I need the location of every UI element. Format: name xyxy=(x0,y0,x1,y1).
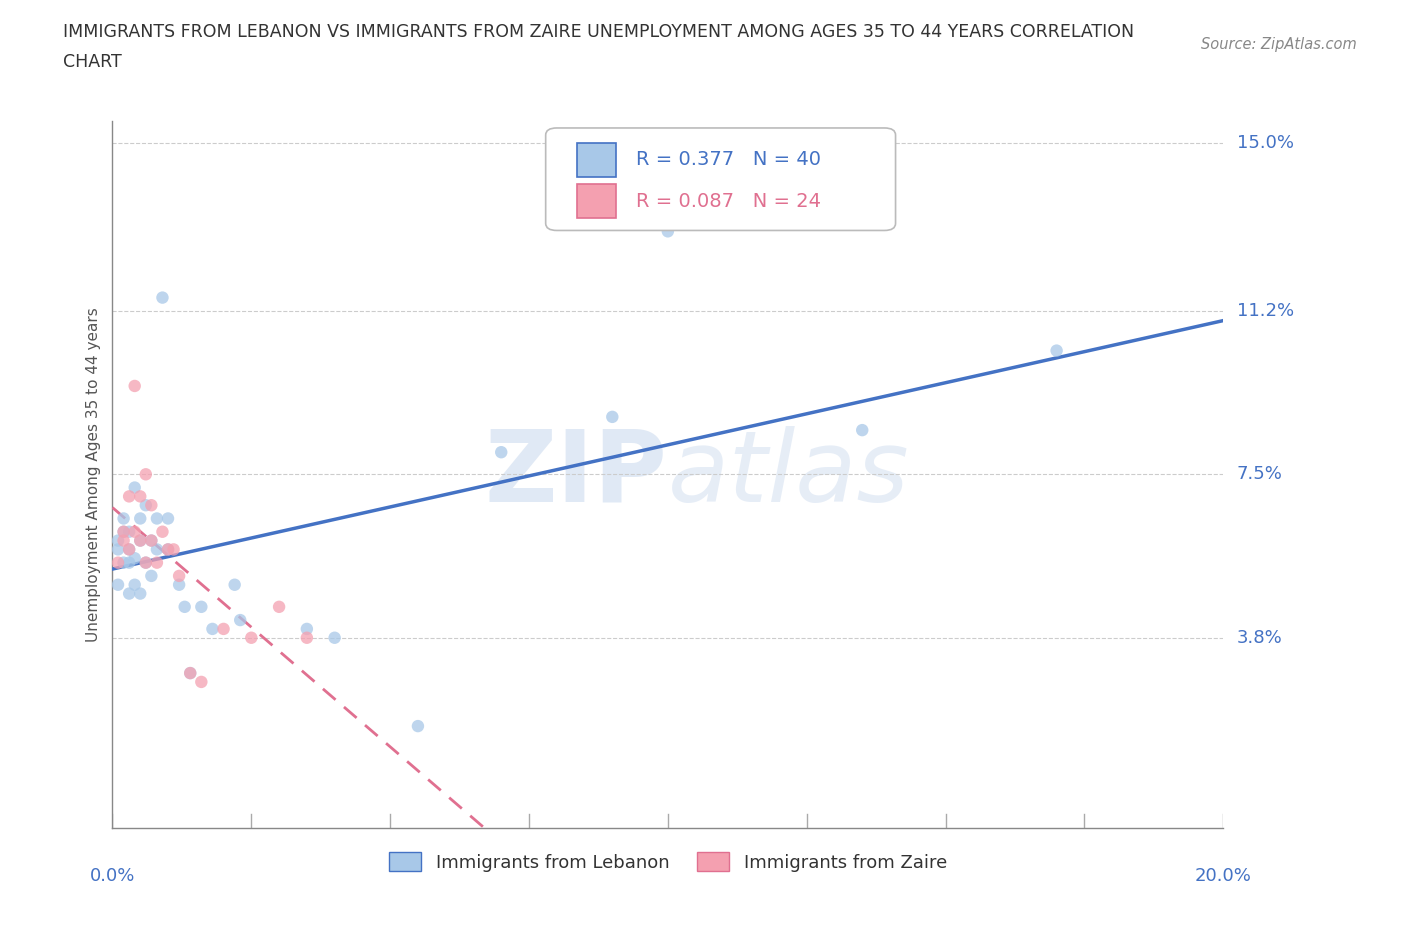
Y-axis label: Unemployment Among Ages 35 to 44 years: Unemployment Among Ages 35 to 44 years xyxy=(86,307,101,642)
Point xyxy=(190,600,212,615)
Point xyxy=(491,445,513,459)
Point xyxy=(129,512,152,526)
Point xyxy=(135,498,157,512)
Text: Source: ZipAtlas.com: Source: ZipAtlas.com xyxy=(1201,37,1357,52)
Point xyxy=(141,568,163,583)
Point xyxy=(157,512,180,526)
Text: 20.0%: 20.0% xyxy=(1195,868,1251,885)
Point xyxy=(107,542,129,557)
Point xyxy=(173,600,195,615)
Point xyxy=(179,666,201,681)
Point xyxy=(118,586,141,601)
Point xyxy=(107,555,129,570)
Point xyxy=(135,555,157,570)
Text: ZIP: ZIP xyxy=(485,426,668,523)
Point xyxy=(135,555,157,570)
Point xyxy=(124,551,146,565)
Point xyxy=(112,533,135,548)
Point xyxy=(295,631,318,645)
Point xyxy=(118,542,141,557)
Point xyxy=(129,533,152,548)
Point xyxy=(167,568,190,583)
Point xyxy=(157,542,180,557)
Text: atlas: atlas xyxy=(668,426,910,523)
Text: R = 0.087   N = 24: R = 0.087 N = 24 xyxy=(636,192,821,211)
Legend: Immigrants from Lebanon, Immigrants from Zaire: Immigrants from Lebanon, Immigrants from… xyxy=(381,845,955,879)
Point xyxy=(124,379,146,393)
Point xyxy=(141,533,163,548)
Point xyxy=(107,533,129,548)
Text: 15.0%: 15.0% xyxy=(1236,134,1294,152)
Point xyxy=(107,578,129,592)
Point xyxy=(602,409,624,424)
Point xyxy=(141,533,163,548)
Point xyxy=(157,542,180,557)
FancyBboxPatch shape xyxy=(546,128,896,231)
Bar xyxy=(576,184,616,219)
Point xyxy=(118,555,141,570)
Bar xyxy=(576,143,616,177)
Point xyxy=(167,578,190,592)
Point xyxy=(118,542,141,557)
Point xyxy=(146,512,169,526)
Point xyxy=(112,512,135,526)
Text: 11.2%: 11.2% xyxy=(1236,302,1294,320)
Point xyxy=(152,290,174,305)
Point xyxy=(129,533,152,548)
Point xyxy=(212,621,235,636)
Point xyxy=(323,631,346,645)
Point xyxy=(146,555,169,570)
Point xyxy=(229,613,252,628)
Text: R = 0.377   N = 40: R = 0.377 N = 40 xyxy=(636,151,821,169)
Point xyxy=(295,621,318,636)
Point xyxy=(118,489,141,504)
Point xyxy=(124,525,146,539)
Point xyxy=(162,542,184,557)
Text: 3.8%: 3.8% xyxy=(1236,629,1282,646)
Point xyxy=(1045,343,1069,358)
Text: 7.5%: 7.5% xyxy=(1236,465,1282,484)
Point xyxy=(124,480,146,495)
Text: CHART: CHART xyxy=(63,53,122,71)
Point xyxy=(190,674,212,689)
Point xyxy=(179,666,201,681)
Point xyxy=(112,525,135,539)
Point xyxy=(112,555,135,570)
Point xyxy=(657,224,679,239)
Point xyxy=(141,498,163,512)
Point xyxy=(240,631,263,645)
Point xyxy=(129,489,152,504)
Point xyxy=(118,525,141,539)
Point xyxy=(406,719,429,734)
Point xyxy=(851,422,873,438)
Point xyxy=(112,525,135,539)
Point xyxy=(124,578,146,592)
Point xyxy=(224,578,246,592)
Point xyxy=(129,586,152,601)
Point xyxy=(146,542,169,557)
Point xyxy=(201,621,224,636)
Point xyxy=(152,525,174,539)
Point xyxy=(135,467,157,482)
Point xyxy=(267,600,291,615)
Text: 0.0%: 0.0% xyxy=(90,868,135,885)
Text: IMMIGRANTS FROM LEBANON VS IMMIGRANTS FROM ZAIRE UNEMPLOYMENT AMONG AGES 35 TO 4: IMMIGRANTS FROM LEBANON VS IMMIGRANTS FR… xyxy=(63,23,1135,41)
